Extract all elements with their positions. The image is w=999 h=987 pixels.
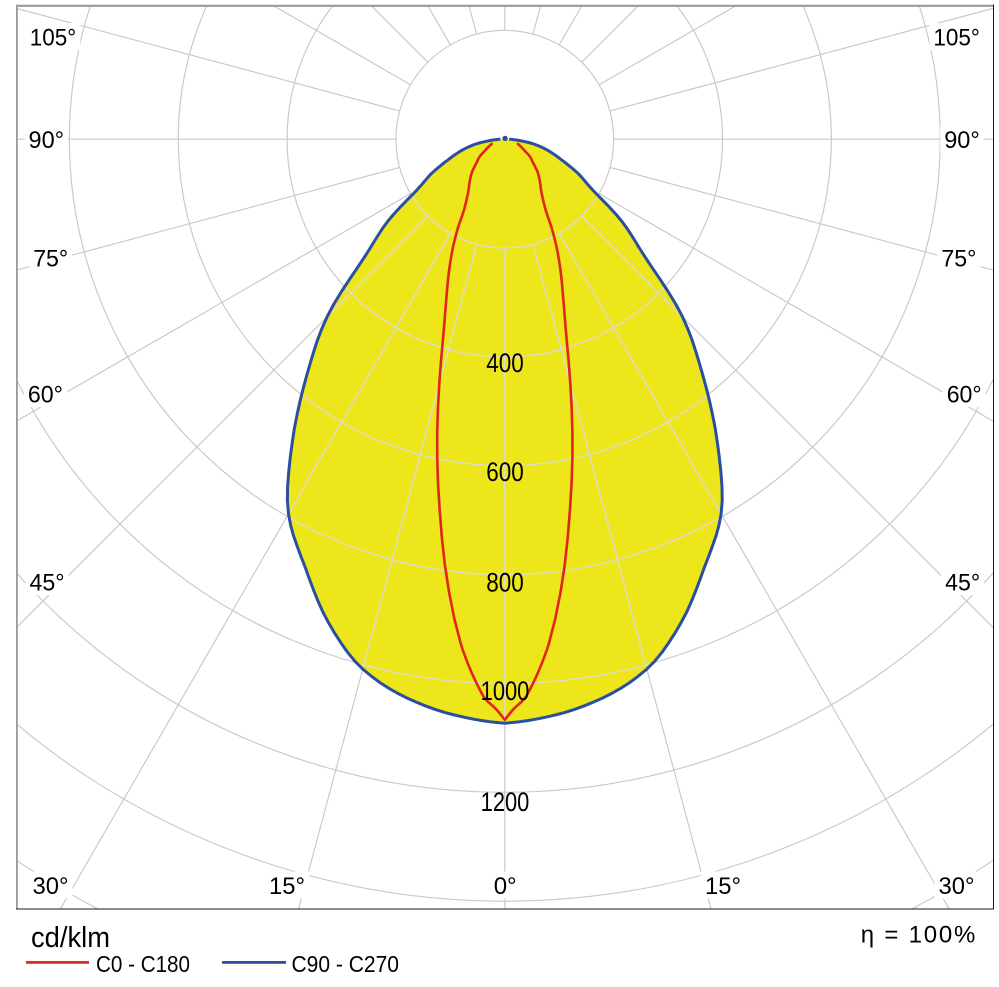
svg-text:75°: 75° [33,245,68,272]
svg-text:60°: 60° [28,381,63,408]
svg-text:800: 800 [486,568,524,598]
svg-text:C0 - C180: C0 - C180 [96,951,190,977]
svg-text:60°: 60° [947,381,982,408]
svg-text:45°: 45° [30,569,65,596]
svg-text:75°: 75° [941,245,976,272]
svg-text:15°: 15° [269,873,305,900]
svg-text:600: 600 [486,457,524,487]
svg-text:30°: 30° [939,873,975,900]
svg-text:30°: 30° [33,873,69,900]
svg-text:400: 400 [486,348,524,378]
svg-text:C90 - C270: C90 - C270 [292,951,400,977]
svg-text:105°: 105° [933,24,980,51]
svg-text:45°: 45° [945,569,980,596]
svg-text:η = 100%: η = 100% [861,922,976,949]
svg-text:cd/klm: cd/klm [31,922,110,954]
svg-text:105°: 105° [30,24,77,51]
svg-text:90°: 90° [944,127,980,154]
svg-text:0°: 0° [494,873,517,900]
svg-text:1200: 1200 [481,787,530,817]
svg-text:15°: 15° [705,873,741,900]
svg-text:1000: 1000 [481,676,530,706]
svg-text:90°: 90° [29,127,65,154]
